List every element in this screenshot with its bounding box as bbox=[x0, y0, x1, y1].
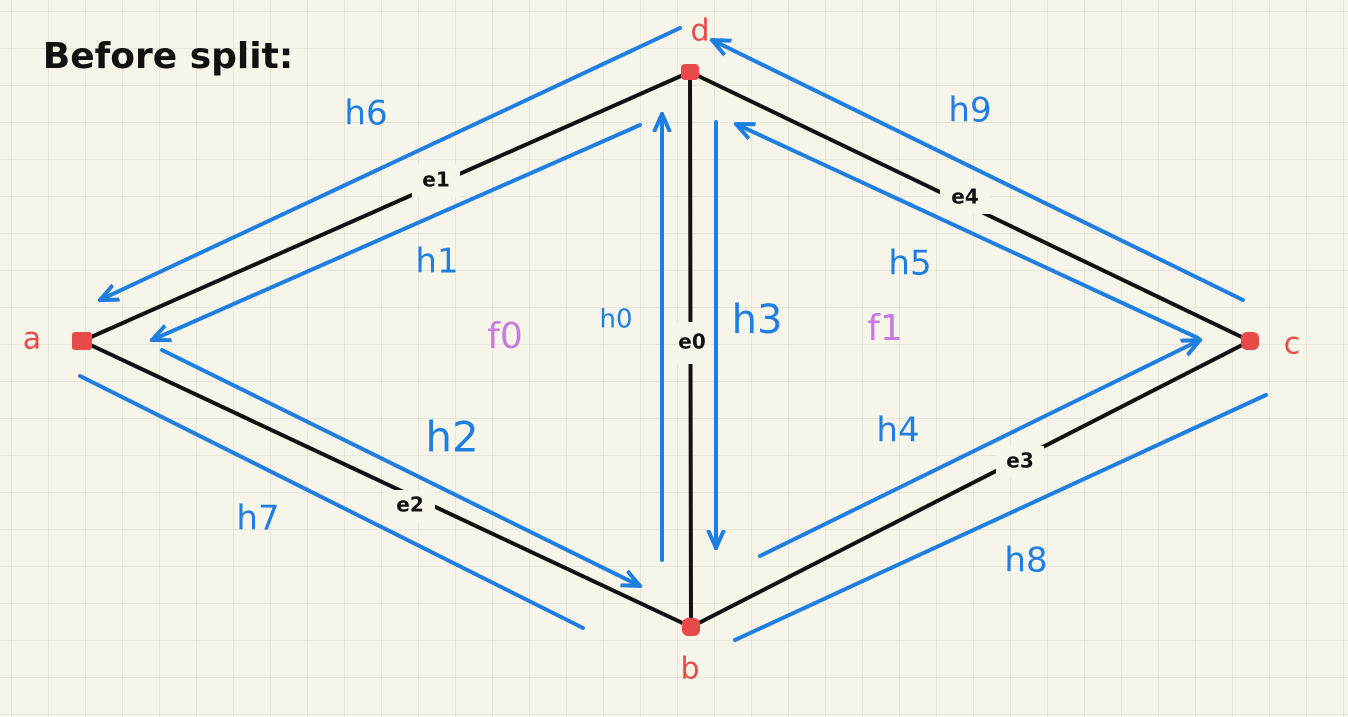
halfedge-label: h7 bbox=[236, 499, 279, 539]
face-label: f0 bbox=[487, 316, 523, 357]
vertex-label: d bbox=[690, 14, 709, 49]
gap bbox=[385, 490, 435, 522]
h6-arrow bbox=[100, 26, 682, 300]
halfedge-label: h9 bbox=[948, 91, 991, 131]
vertex-a bbox=[72, 332, 92, 350]
halfedge-arrows bbox=[78, 26, 1268, 642]
h2-arrow bbox=[160, 348, 640, 586]
edge-e3 bbox=[689, 339, 1252, 629]
h7-arrow bbox=[78, 374, 585, 630]
edge-label: e4 bbox=[951, 185, 978, 209]
gap bbox=[676, 322, 708, 364]
edge-label: e3 bbox=[1006, 449, 1033, 473]
vertex-c bbox=[1241, 332, 1259, 350]
h1-arrow bbox=[152, 123, 642, 340]
halfedge-label: h6 bbox=[344, 94, 387, 134]
h4-arrow bbox=[758, 340, 1200, 558]
edges bbox=[80, 70, 1252, 629]
vertex-b bbox=[682, 618, 700, 636]
gap bbox=[996, 446, 1044, 478]
gap bbox=[940, 182, 990, 214]
h5-arrow bbox=[736, 124, 1200, 340]
vertex-label: b bbox=[680, 652, 699, 687]
edge-e2 bbox=[80, 339, 693, 629]
vertex-d bbox=[681, 64, 699, 80]
vertex-label: a bbox=[23, 322, 41, 357]
halfedge-label: h2 bbox=[425, 413, 478, 462]
edge-e1 bbox=[80, 70, 692, 343]
vertices bbox=[72, 64, 1259, 636]
halfedge-label: h3 bbox=[732, 297, 783, 343]
gap bbox=[412, 165, 460, 197]
halfedge-label: h0 bbox=[599, 305, 632, 335]
edge-label: e0 bbox=[678, 330, 705, 354]
edge-label: e2 bbox=[396, 493, 423, 517]
halfedge-label: h4 bbox=[876, 411, 919, 451]
title: Before split: bbox=[43, 36, 293, 77]
edge-label-gaps bbox=[385, 165, 1044, 522]
halfedge-label: h1 bbox=[415, 242, 458, 282]
h8-arrow bbox=[733, 393, 1268, 642]
vertex-label: c bbox=[1284, 327, 1301, 362]
halfedge-label: h5 bbox=[888, 244, 931, 284]
face-label: f1 bbox=[867, 308, 903, 349]
h9-arrow bbox=[712, 40, 1245, 302]
edge-label: e1 bbox=[422, 168, 449, 192]
halfedge-label: h8 bbox=[1004, 541, 1047, 581]
